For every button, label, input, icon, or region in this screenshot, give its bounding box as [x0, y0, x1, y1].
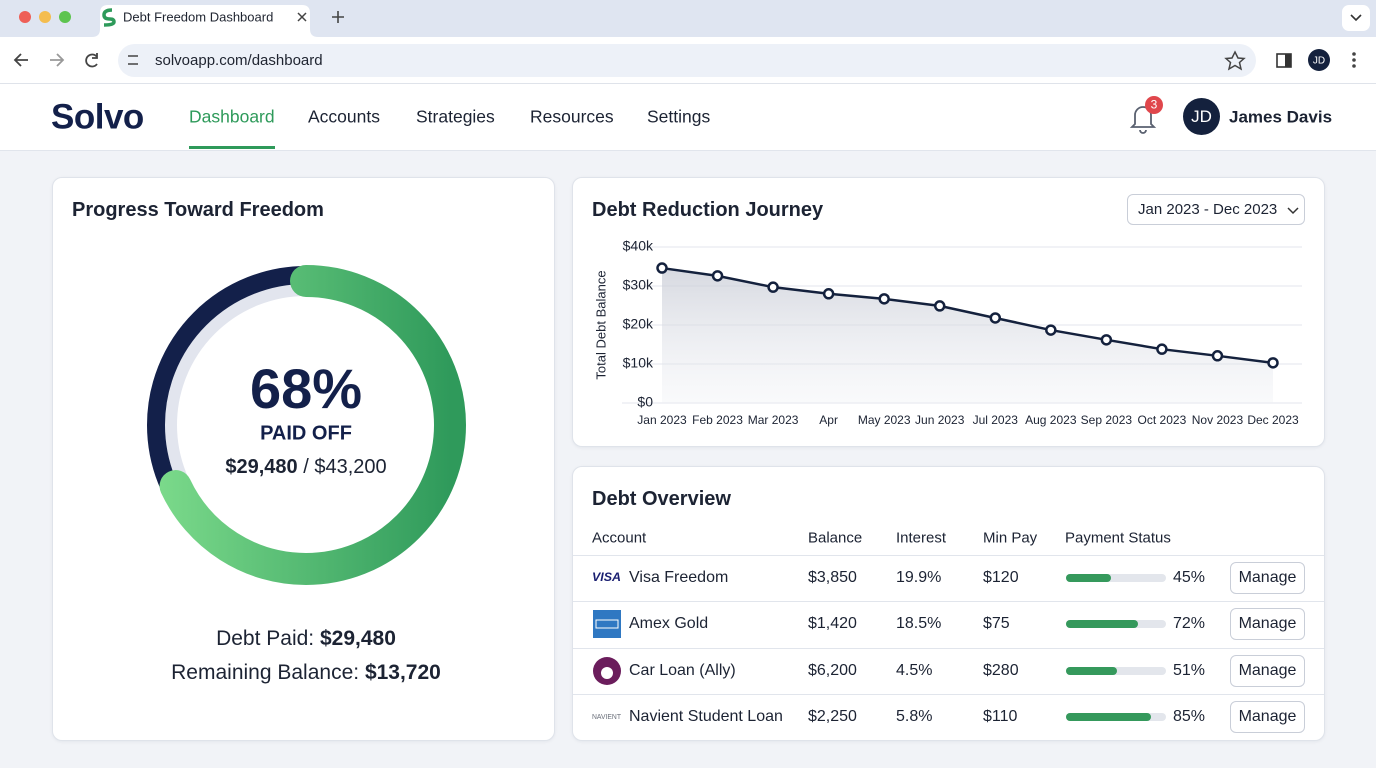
x-tick-label: Jul 2023 — [973, 413, 1019, 427]
overview-card: Debt Overview Account Balance Interest Min … — [572, 466, 1325, 741]
point — [1046, 326, 1055, 335]
amex-card — [593, 610, 621, 638]
row-divider — [573, 648, 1324, 649]
balance: $1,420 — [808, 616, 857, 632]
y-tick-label: $30k — [623, 277, 654, 293]
account-name: Visa Freedom — [629, 570, 728, 586]
progress-bar — [1066, 574, 1111, 582]
logo-text: NAVIENT — [592, 714, 622, 721]
logo-text: VISA — [592, 572, 621, 584]
x-tick-label: May 2023 — [858, 413, 911, 427]
min-pay: $280 — [983, 663, 1019, 679]
y-tick-label: $10k — [623, 355, 654, 371]
progress-label: 72% — [1173, 616, 1205, 632]
min-pay: $110 — [983, 709, 1017, 725]
manage-button[interactable]: Manage — [1230, 655, 1305, 687]
column-header: Payment Status — [1065, 531, 1171, 546]
x-tick-label: Dec 2023 — [1247, 413, 1299, 427]
interest: 4.5% — [896, 663, 932, 679]
column-header: Min Pay — [983, 531, 1037, 546]
y-tick-label: $0 — [637, 394, 653, 410]
column-header: Account — [592, 531, 646, 546]
min-pay: $75 — [983, 616, 1010, 632]
account-logo — [592, 609, 622, 639]
table-title: Debt Overview — [592, 489, 731, 509]
progress-bar — [1066, 620, 1138, 628]
balance: $6,200 — [808, 663, 857, 679]
point — [713, 271, 722, 280]
ally-inner — [601, 667, 613, 679]
point — [658, 264, 667, 273]
summary-line: Debt Paid: $29,480 — [216, 627, 396, 650]
manage-button[interactable]: Manage — [1230, 701, 1305, 733]
summary-label: Remaining Balance: — [171, 661, 359, 684]
summary-value: $29,480 — [320, 627, 396, 650]
point — [1269, 358, 1278, 367]
balance: $2,250 — [808, 709, 857, 725]
point — [880, 294, 889, 303]
progress-bar — [1066, 713, 1151, 721]
account-logo: VISA — [592, 563, 622, 593]
point — [991, 313, 1000, 322]
x-tick-label: Oct 2023 — [1138, 413, 1187, 427]
balance: $3,850 — [808, 570, 857, 586]
x-tick-label: Apr — [819, 413, 838, 427]
interest: 19.9% — [896, 570, 941, 586]
area — [662, 268, 1273, 403]
account-name: Amex Gold — [629, 616, 708, 632]
account-name: Navient Student Loan — [629, 709, 783, 725]
summary-line: Remaining Balance: $13,720 — [171, 661, 441, 684]
progress-label: 45% — [1173, 570, 1205, 586]
x-tick-label: Feb 2023 — [692, 413, 743, 427]
column-header: Interest — [896, 531, 946, 546]
point — [935, 301, 944, 310]
point — [824, 289, 833, 298]
interest: 5.8% — [896, 709, 932, 725]
account-logo: NAVIENT — [592, 702, 622, 732]
interest: 18.5% — [896, 616, 941, 632]
account-name: Car Loan (Ally) — [629, 663, 736, 679]
progress-label: 51% — [1173, 663, 1205, 679]
point — [769, 283, 778, 292]
y-tick-label: $20k — [623, 316, 654, 332]
x-tick-label: Sep 2023 — [1081, 413, 1133, 427]
progress-bar — [1066, 667, 1117, 675]
y-axis-label: Total Debt Balance — [593, 270, 608, 379]
manage-button[interactable]: Manage — [1230, 562, 1305, 594]
x-tick-label: Nov 2023 — [1192, 413, 1244, 427]
x-tick-label: Jun 2023 — [915, 413, 965, 427]
summary-value: $13,720 — [365, 661, 441, 684]
x-tick-label: Jan 2023 — [637, 413, 687, 427]
progress-label: 85% — [1173, 709, 1205, 725]
point — [1102, 335, 1111, 344]
line-chart: Total Debt Balance $0 $10k $20k $30k $40k Jan… — [0, 0, 1376, 460]
point — [1157, 345, 1166, 354]
point — [1213, 351, 1222, 360]
x-tick-label: Mar 2023 — [748, 413, 799, 427]
summary-label: Debt Paid: — [216, 627, 314, 650]
min-pay: $120 — [983, 570, 1019, 586]
manage-button[interactable]: Manage — [1230, 608, 1305, 640]
column-header: Balance — [808, 531, 862, 546]
y-tick-label: $40k — [623, 238, 654, 254]
row-divider — [573, 694, 1324, 695]
x-tick-label: Aug 2023 — [1025, 413, 1077, 427]
account-logo — [592, 656, 622, 686]
row-divider — [573, 555, 1324, 556]
row-divider — [573, 601, 1324, 602]
